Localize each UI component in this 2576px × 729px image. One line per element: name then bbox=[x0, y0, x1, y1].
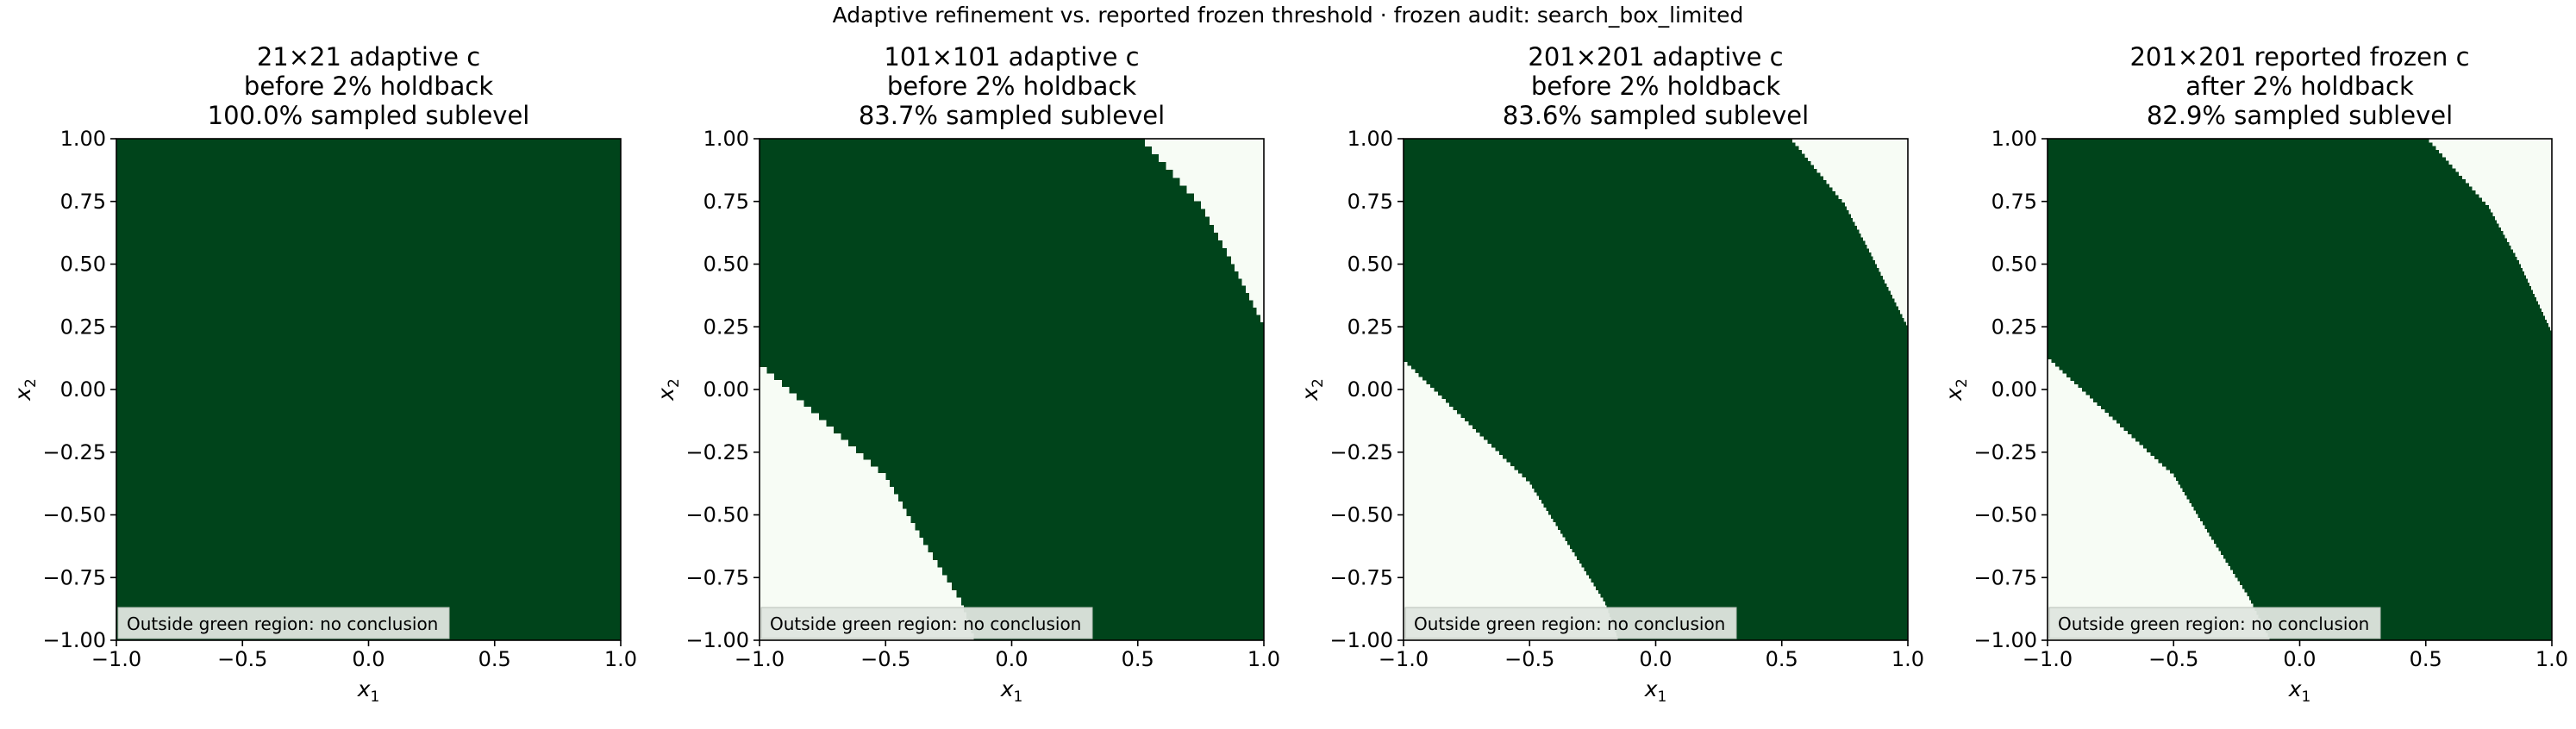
panel-title-line-1: 101×101 adaptive c bbox=[884, 42, 1139, 72]
panel-3: −1.0 −0.5 0.0 0.5 1.0 1.00 0.75 0.50 0.25 0.00 −0.… bbox=[1297, 42, 1924, 706]
y-tick-label: −1.00 bbox=[1973, 628, 2037, 652]
panel-2: −1.0 −0.5 0.0 0.5 1.0 1.00 0.75 0.50 0.25 0.00 −0.… bbox=[653, 42, 1280, 706]
y-tick-label: −0.75 bbox=[1329, 565, 1393, 589]
x-tick-label: −1.0 bbox=[1379, 647, 1429, 671]
outside-region-2 bbox=[1789, 139, 1908, 330]
note-text: Outside green region: no conclusion bbox=[127, 614, 438, 634]
y-tick-label: 0.75 bbox=[60, 190, 106, 214]
x-tick-label: −0.5 bbox=[860, 647, 910, 671]
y-tick-label: −1.00 bbox=[685, 628, 749, 652]
x-tick-label: 0.0 bbox=[2283, 647, 2316, 671]
panel-title-line-1: 21×21 adaptive c bbox=[257, 42, 480, 72]
y-tick-label: −0.75 bbox=[685, 565, 749, 589]
x-tick-label: 0.5 bbox=[1766, 647, 1798, 671]
note-text: Outside green region: no conclusion bbox=[2058, 614, 2369, 634]
y-tick-label: 1.00 bbox=[1991, 127, 2037, 151]
panel-title-line-2: before 2% holdback bbox=[244, 72, 493, 101]
y-tick-label: −0.25 bbox=[1973, 440, 2037, 464]
outside-region-1 bbox=[1404, 361, 1618, 640]
x-tick-label: 0.5 bbox=[2410, 647, 2442, 671]
panel-title-line-1: 201×201 reported frozen c bbox=[2129, 42, 2469, 72]
y-tick-label: 0.25 bbox=[1991, 315, 2037, 339]
x-tick-label: 0.0 bbox=[1639, 647, 1672, 671]
y-tick-label: 0.75 bbox=[1347, 190, 1393, 214]
y-tick-label: −0.25 bbox=[685, 440, 749, 464]
outside-region-2 bbox=[2425, 139, 2552, 334]
x-tick-label: −1.0 bbox=[91, 647, 141, 671]
panel-title-line-2: after 2% holdback bbox=[2185, 72, 2414, 101]
outside-region-2 bbox=[1137, 139, 1264, 330]
x-tick-label: 1.0 bbox=[604, 647, 637, 671]
panel-1: −1.0 −0.5 0.0 0.5 1.0 1.00 0.75 0.50 0.25 0.00 −0.… bbox=[10, 42, 637, 706]
y-tick-label: 0.50 bbox=[60, 252, 106, 277]
note-box bbox=[1404, 607, 1737, 639]
y-tick-label: 0.25 bbox=[703, 315, 749, 339]
outside-region-1 bbox=[2048, 359, 2270, 640]
y-tick-label: 0.50 bbox=[703, 252, 749, 277]
x-tick-label: 0.5 bbox=[478, 647, 511, 671]
x-tick-label: 0.0 bbox=[995, 647, 1028, 671]
x-tick-label: −0.5 bbox=[1504, 647, 1554, 671]
x-tick-label: −1.0 bbox=[735, 647, 785, 671]
y-tick-label: 0.25 bbox=[1347, 315, 1393, 339]
panel-title-line-2: before 2% holdback bbox=[887, 72, 1136, 101]
y-tick-label: 0.25 bbox=[60, 315, 106, 339]
y-tick-label: −0.75 bbox=[42, 565, 106, 589]
y-tick-label: −0.50 bbox=[42, 503, 106, 527]
panel-title-line-3: 83.7% sampled sublevel bbox=[859, 101, 1165, 130]
y-tick-label: 0.00 bbox=[1347, 377, 1393, 402]
y-tick-label: 0.00 bbox=[1991, 377, 2037, 402]
x-tick-label: 1.0 bbox=[1247, 647, 1280, 671]
y-tick-label: −0.25 bbox=[1329, 440, 1393, 464]
panel-title-line-1: 201×201 adaptive c bbox=[1528, 42, 1783, 72]
y-tick-label: −0.25 bbox=[42, 440, 106, 464]
note-text: Outside green region: no conclusion bbox=[770, 614, 1081, 634]
y-tick-label: −0.50 bbox=[1329, 503, 1393, 527]
x-tick-label: −1.0 bbox=[2023, 647, 2073, 671]
note-box bbox=[760, 607, 1093, 639]
y-tick-label: −1.00 bbox=[1329, 628, 1393, 652]
note-text: Outside green region: no conclusion bbox=[1414, 614, 1725, 634]
note-box bbox=[117, 607, 450, 639]
x-tick-label: −0.5 bbox=[217, 647, 267, 671]
x-tick-label: 1.0 bbox=[2535, 647, 2568, 671]
y-tick-label: 0.75 bbox=[703, 190, 749, 214]
outside-region-1 bbox=[760, 366, 974, 640]
x-tick-label: 0.5 bbox=[1122, 647, 1154, 671]
y-tick-label: 0.00 bbox=[60, 377, 106, 402]
panel-4: −1.0 −0.5 0.0 0.5 1.0 1.00 0.75 0.50 0.25 0.00 −0.… bbox=[1941, 42, 2568, 706]
y-tick-label: −0.50 bbox=[685, 503, 749, 527]
y-tick-label: 1.00 bbox=[60, 127, 106, 151]
x-tick-label: −0.5 bbox=[2148, 647, 2198, 671]
x-tick-label: 0.0 bbox=[352, 647, 385, 671]
y-tick-label: 0.75 bbox=[1991, 190, 2037, 214]
y-tick-label: 0.00 bbox=[703, 377, 749, 402]
panel-title-line-2: before 2% holdback bbox=[1531, 72, 1780, 101]
sublevel-region bbox=[116, 139, 621, 640]
y-tick-label: −0.50 bbox=[1973, 503, 2037, 527]
y-tick-label: 1.00 bbox=[1347, 127, 1393, 151]
panel-title-line-3: 83.6% sampled sublevel bbox=[1503, 101, 1809, 130]
panel-title-line-3: 100.0% sampled sublevel bbox=[208, 101, 530, 130]
note-box bbox=[2048, 607, 2381, 639]
y-tick-label: 0.50 bbox=[1991, 252, 2037, 277]
y-tick-label: 1.00 bbox=[703, 127, 749, 151]
y-tick-label: 0.50 bbox=[1347, 252, 1393, 277]
y-tick-label: −0.75 bbox=[1973, 565, 2037, 589]
y-tick-label: −1.00 bbox=[42, 628, 106, 652]
panel-title-line-3: 82.9% sampled sublevel bbox=[2147, 101, 2453, 130]
figure-suptitle: Adaptive refinement vs. reported frozen … bbox=[833, 3, 1744, 28]
x-tick-label: 1.0 bbox=[1891, 647, 1924, 671]
